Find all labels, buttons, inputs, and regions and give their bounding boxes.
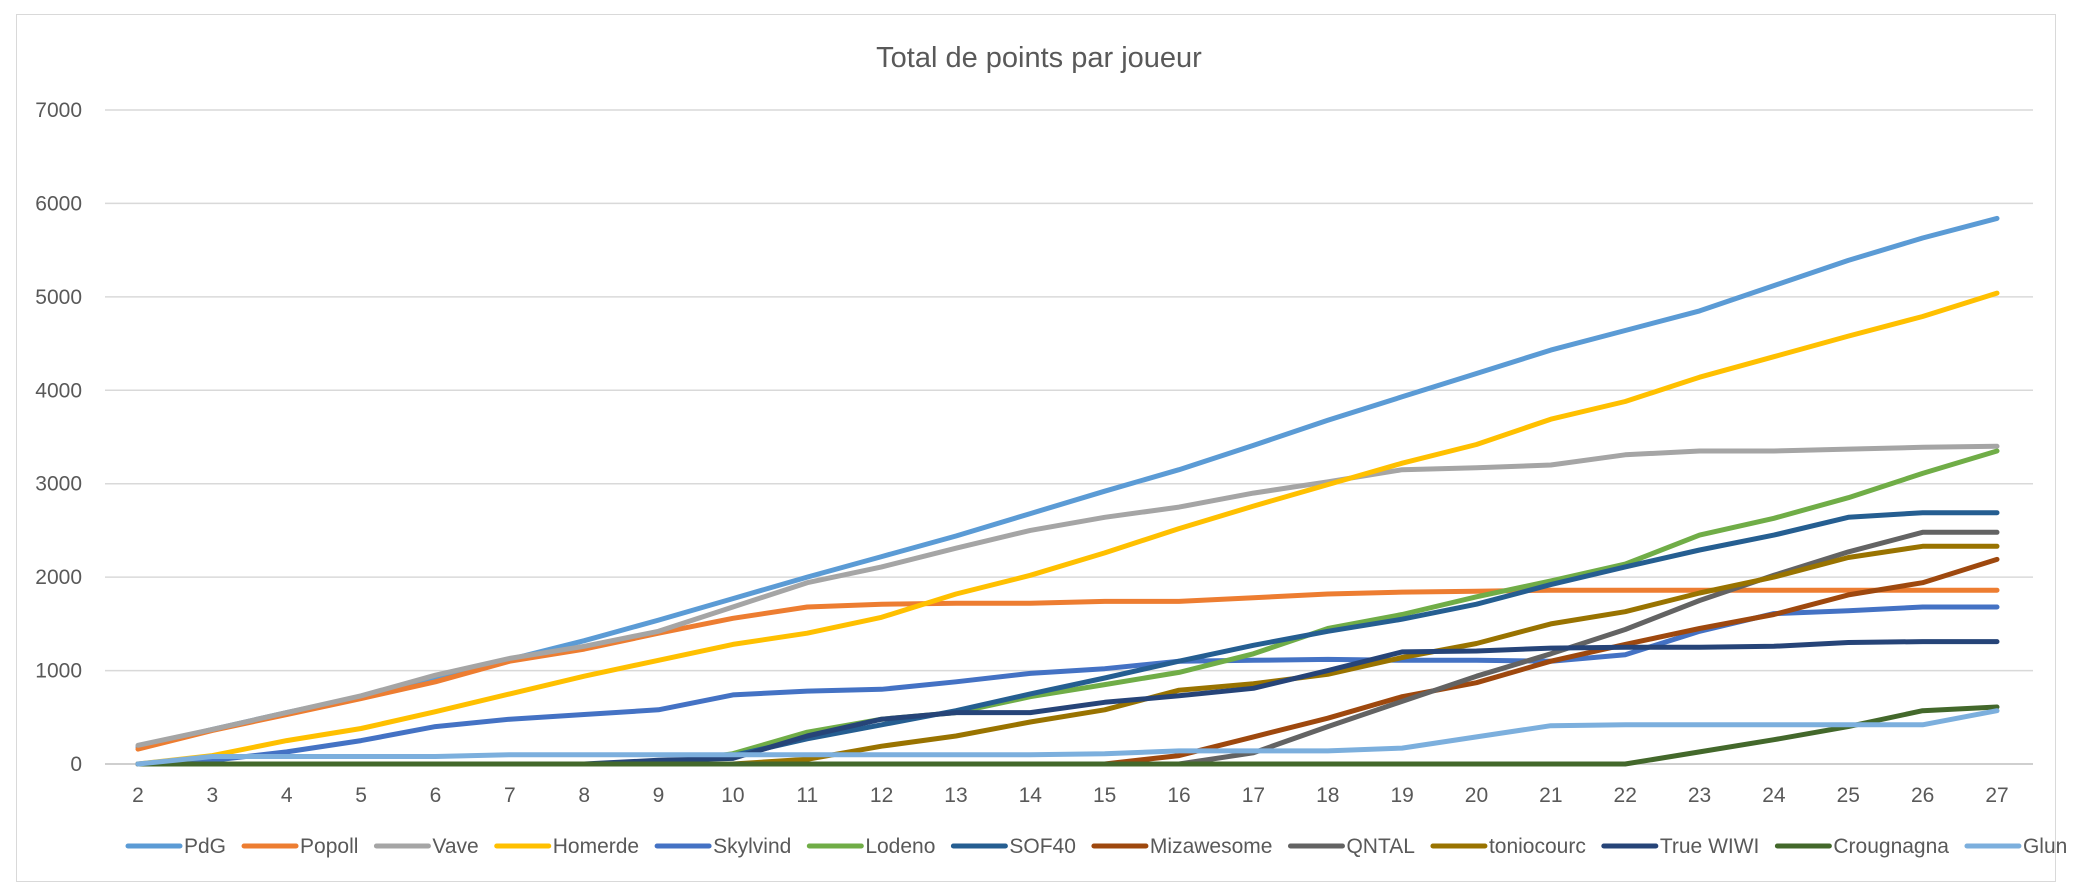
legend-label: Crougnagna [1833,835,1949,858]
series-line-crougnagna [135,704,2000,767]
x-tick-label: 4 [281,784,293,807]
legend-item: Vave [373,835,479,858]
series-lines [135,215,2000,767]
legend: PdG Popoll Vave Homerde Skylvind Lodeno SOF40 M… [125,835,2067,858]
legend-label: QNTAL [1346,835,1414,858]
y-tick-label: 5000 [35,286,82,309]
series-line-glun [135,708,2000,767]
x-tick-label: 23 [1688,784,1711,807]
x-axis-ticks: 2 3 4 5 6 7 8 9 10 11 12 13 14 15 16 17 18 19 20 21 22 23 24 25… [132,784,2009,807]
legend-item: toniocourc [1430,835,1586,858]
x-tick-label: 15 [1093,784,1116,807]
legend-label: toniocourc [1489,835,1586,858]
x-tick-label: 11 [796,784,818,807]
legend-label: Mizawesome [1150,835,1273,858]
x-tick-label: 12 [870,784,893,807]
x-tick-label: 19 [1390,784,1413,807]
x-tick-label: 7 [504,784,516,807]
legend-item: Skylvind [654,835,791,858]
series-line-homerde [135,290,2000,767]
y-tick-label: 6000 [35,192,82,215]
legend-item: SOF40 [950,835,1076,858]
legend-label: Popoll [300,835,358,858]
x-tick-label: 25 [1837,784,1860,807]
series-line-vave [135,443,2000,748]
legend-label: True WIWI [1660,835,1760,858]
x-tick-label: 24 [1762,784,1786,807]
y-tick-label: 2000 [35,566,82,589]
legend-item: PdG [125,835,226,858]
x-tick-label: 21 [1539,784,1562,807]
x-tick-label: 13 [944,784,967,807]
legend-item: True WIWI [1601,835,1760,858]
legend-label: PdG [184,835,226,858]
legend-item: Lodeno [806,835,935,858]
x-tick-label: 8 [578,784,590,807]
gridlines [105,109,2033,765]
x-tick-label: 20 [1465,784,1488,807]
chart-title: Total de points par joueur [876,42,1202,74]
x-tick-label: 14 [1019,784,1043,807]
y-tick-label: 7000 [35,99,82,122]
y-tick-label: 3000 [35,473,82,496]
x-tick-label: 22 [1614,784,1637,807]
x-tick-label: 26 [1911,784,1934,807]
x-tick-label: 17 [1242,784,1265,807]
x-tick-label: 2 [132,784,144,807]
legend-item: Homerde [494,835,639,858]
legend-item: Popoll [241,835,358,858]
x-tick-label: 5 [355,784,367,807]
legend-label: Glun [2023,835,2067,858]
x-tick-label: 10 [721,784,744,807]
series-line-true-wiwi [135,639,2000,767]
legend-label: Lodeno [865,835,935,858]
x-tick-label: 6 [430,784,442,807]
series-line-pdg [135,215,2000,750]
x-tick-label: 3 [207,784,219,807]
legend-item: Mizawesome [1091,835,1273,858]
series-line-skylvind [135,604,2000,767]
x-tick-label: 27 [1985,784,2008,807]
legend-item: Crougnagna [1774,835,1949,858]
legend-item: QNTAL [1287,835,1415,858]
y-axis-ticks: 0 1000 2000 3000 4000 5000 6000 7000 [35,99,82,776]
series-line-popoll [135,587,2000,752]
legend-item: Glun [1964,835,2067,858]
y-tick-label: 4000 [35,379,82,402]
x-tick-label: 16 [1167,784,1190,807]
legend-label: Homerde [553,835,639,858]
chart-frame [16,14,2056,882]
y-tick-label: 1000 [35,660,82,683]
legend-label: SOF40 [1009,835,1076,858]
x-tick-label: 9 [653,784,665,807]
y-tick-label: 0 [70,753,82,776]
x-tick-label: 18 [1316,784,1339,807]
legend-label: Skylvind [713,835,791,858]
legend-label: Vave [432,835,478,858]
